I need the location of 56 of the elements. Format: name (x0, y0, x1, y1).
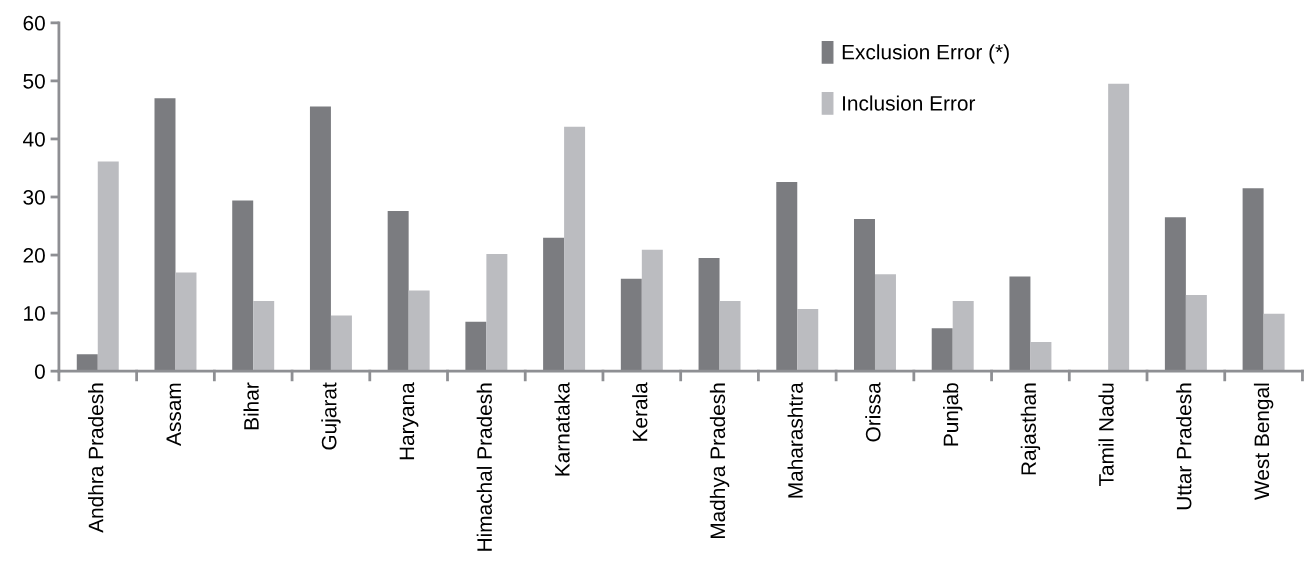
y-tick-label: 60 (23, 15, 45, 31)
bar (874, 274, 896, 372)
x-tick-label: Punjab (943, 383, 963, 446)
bar (797, 309, 819, 372)
bar (543, 237, 565, 372)
x-tick-label: Karnataka (554, 382, 570, 476)
bar (76, 354, 98, 372)
bar (1009, 276, 1031, 372)
x-tick-label: Orissa (865, 382, 881, 442)
y-tick-label: 10 (24, 306, 45, 321)
legend-label: Exclusion Error (*) (842, 44, 1009, 64)
bar (854, 219, 875, 372)
bar (952, 300, 974, 372)
bar (330, 315, 352, 372)
x-tick-label: Kerala (632, 382, 648, 441)
y-tick-label: 50 (23, 73, 45, 89)
x-tick-label: Madhya Pradesh (709, 383, 730, 539)
bar (641, 249, 663, 372)
bar (620, 278, 642, 372)
x-tick-label: Andhra Pradesh (88, 383, 104, 533)
x-tick-label: Uttar Pradesh (1176, 383, 1192, 510)
bar (698, 257, 720, 372)
bar (1263, 313, 1285, 372)
x-tick-label: Rajasthan (1020, 383, 1041, 475)
bar (931, 328, 953, 372)
x-tick-label: Haryana (399, 382, 419, 460)
x-tick-label: West Bengal (1253, 383, 1274, 500)
x-tick-label: Bihar (243, 382, 259, 430)
legend-label: Inclusion Error (843, 95, 976, 111)
bar (776, 181, 798, 372)
bar (175, 272, 197, 372)
x-tick-label: Himachal Pradesh (476, 383, 492, 551)
y-tick-label: 20 (23, 248, 45, 263)
bar (253, 300, 275, 372)
bar (564, 126, 586, 372)
x-tick-label: Assam (166, 383, 182, 446)
bar (154, 98, 176, 372)
bar (387, 210, 409, 372)
bar (465, 321, 487, 372)
bar (1030, 342, 1052, 372)
x-tick-label: Gujarat (321, 382, 341, 450)
bar (232, 200, 254, 372)
bar (486, 253, 508, 372)
bar (1185, 295, 1207, 372)
y-tick-label: 40 (23, 131, 45, 147)
y-tick-label: 0 (34, 364, 45, 379)
bar (1164, 217, 1186, 372)
bar (309, 106, 331, 372)
bar (1242, 188, 1264, 372)
bar (97, 161, 119, 372)
x-tick-label: Tamil Nadu (1098, 383, 1114, 486)
bar (719, 300, 741, 372)
x-tick-label: Maharashtra (787, 382, 803, 498)
y-tick-label: 30 (23, 190, 45, 205)
bar (1108, 83, 1130, 372)
bar (408, 290, 430, 372)
